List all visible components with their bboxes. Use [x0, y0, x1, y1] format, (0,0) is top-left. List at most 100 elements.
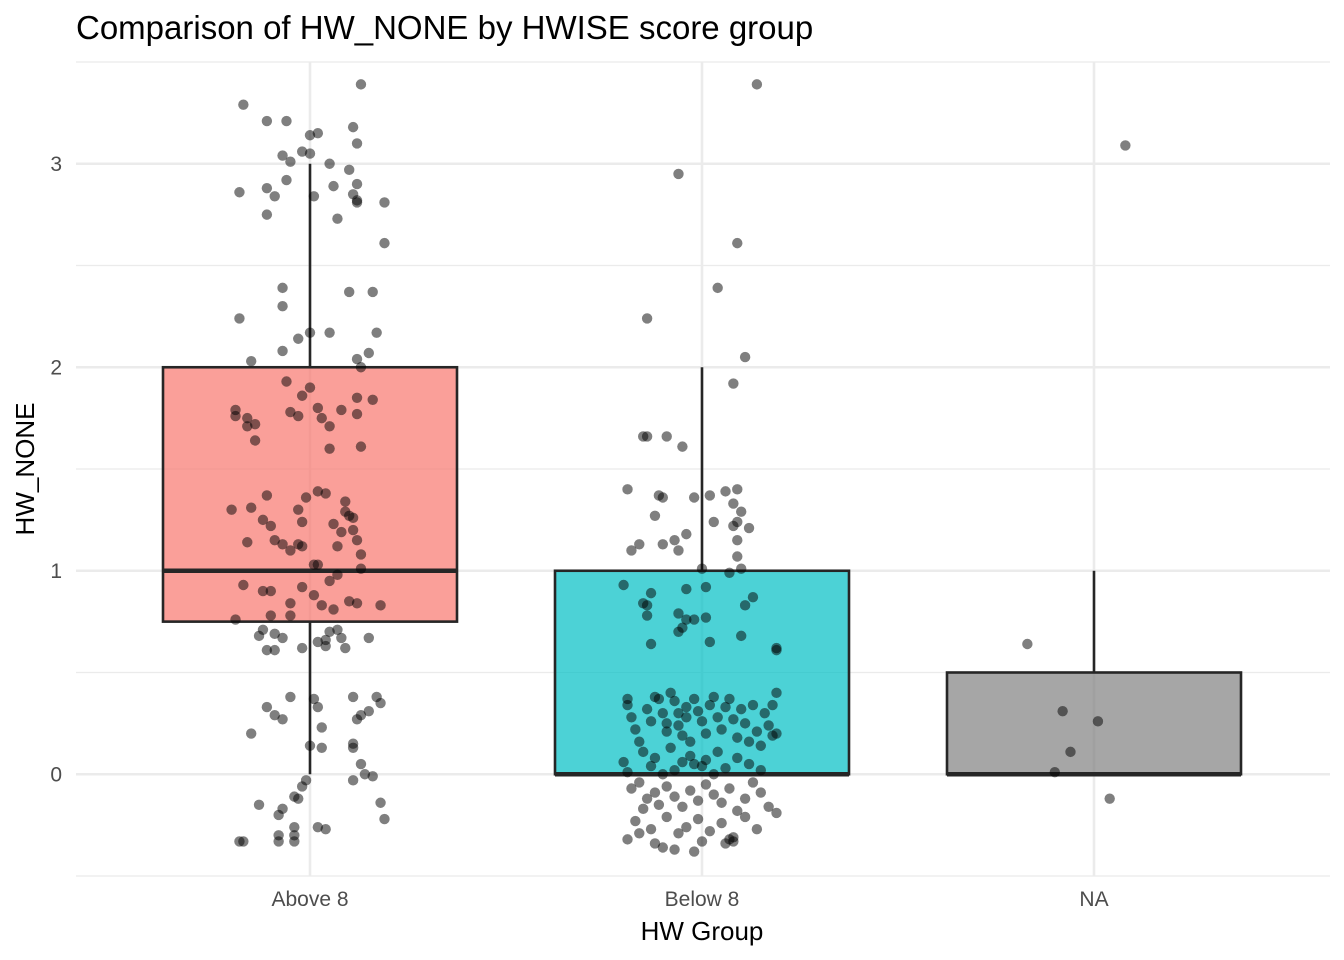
data-point — [261, 490, 273, 501]
data-point — [281, 376, 292, 387]
y-axis-title: HW_NONE — [10, 403, 40, 536]
data-point — [332, 541, 343, 552]
x-tick-label: NA — [1079, 888, 1108, 911]
data-point — [622, 699, 633, 711]
data-point — [285, 406, 296, 418]
data-point — [641, 793, 653, 804]
data-point — [320, 823, 331, 835]
data-point — [732, 237, 743, 249]
data-point — [677, 801, 688, 813]
data-point — [638, 746, 649, 758]
data-point — [328, 180, 339, 192]
data-point — [320, 488, 331, 499]
data-point — [261, 701, 273, 713]
data-point — [747, 592, 759, 603]
data-point — [234, 836, 245, 847]
data-point — [688, 693, 700, 705]
data-point — [340, 642, 351, 654]
data-point — [661, 781, 672, 792]
data-point — [238, 579, 249, 591]
data-point — [296, 541, 308, 552]
data-point — [1057, 705, 1068, 717]
data-point — [355, 549, 367, 560]
data-point — [375, 797, 386, 808]
data-point — [363, 705, 374, 717]
box-above-8 — [161, 163, 459, 775]
data-point — [261, 182, 273, 194]
data-point — [653, 693, 665, 705]
data-point — [743, 736, 755, 747]
data-point — [246, 355, 257, 367]
data-point — [743, 522, 755, 534]
data-point — [724, 693, 735, 705]
data-point — [285, 545, 296, 556]
data-point — [261, 644, 273, 656]
data-point — [347, 121, 359, 133]
x-tick-label: Below 8 — [665, 888, 740, 911]
data-point — [665, 742, 676, 753]
data-point — [340, 496, 351, 507]
data-point — [293, 410, 304, 422]
data-point — [269, 535, 280, 546]
data-point — [367, 394, 378, 406]
data-point — [645, 716, 657, 727]
jitter-points — [226, 79, 1131, 857]
data-point — [673, 720, 684, 731]
data-point — [324, 443, 335, 454]
data-point — [673, 545, 684, 556]
data-point — [704, 490, 716, 501]
data-point — [355, 79, 367, 90]
data-point — [367, 286, 378, 298]
data-point — [324, 158, 335, 169]
data-point — [289, 836, 300, 847]
data-point — [296, 781, 308, 792]
data-point — [347, 742, 359, 753]
data-point — [649, 752, 661, 764]
data-point — [281, 174, 292, 186]
data-point — [681, 528, 692, 540]
data-point — [688, 614, 700, 625]
data-point — [720, 486, 731, 497]
data-point — [771, 687, 782, 699]
data-point — [700, 612, 712, 623]
data-point — [257, 514, 269, 526]
data-point — [649, 787, 661, 798]
data-point — [316, 600, 327, 611]
data-point — [293, 333, 304, 344]
data-point — [316, 412, 327, 424]
data-point — [704, 636, 716, 648]
data-point — [336, 632, 347, 644]
data-point — [316, 742, 327, 753]
data-point — [312, 821, 324, 833]
box-below-8 — [553, 367, 851, 777]
data-point — [720, 701, 731, 713]
data-point — [728, 378, 739, 389]
data-point — [375, 600, 386, 611]
data-point — [677, 441, 688, 452]
data-point — [1049, 767, 1061, 778]
box-na — [945, 570, 1243, 777]
data-point — [641, 600, 653, 611]
data-point — [618, 579, 629, 591]
data-point — [732, 805, 743, 817]
data-point — [673, 608, 684, 619]
data-point — [320, 640, 331, 652]
data-point — [618, 756, 629, 768]
data-point — [304, 148, 316, 159]
data-point — [1104, 793, 1115, 804]
data-point — [308, 589, 320, 601]
data-point — [304, 327, 316, 338]
data-point — [681, 712, 692, 723]
data-point — [296, 642, 308, 654]
data-point — [696, 760, 708, 772]
boxes — [161, 163, 1243, 777]
data-point — [720, 762, 731, 774]
data-point — [242, 412, 253, 424]
data-point — [728, 714, 739, 725]
data-point — [704, 699, 716, 711]
data-point — [716, 797, 727, 808]
data-point — [351, 535, 363, 546]
data-point — [622, 484, 633, 495]
data-point — [685, 785, 696, 796]
